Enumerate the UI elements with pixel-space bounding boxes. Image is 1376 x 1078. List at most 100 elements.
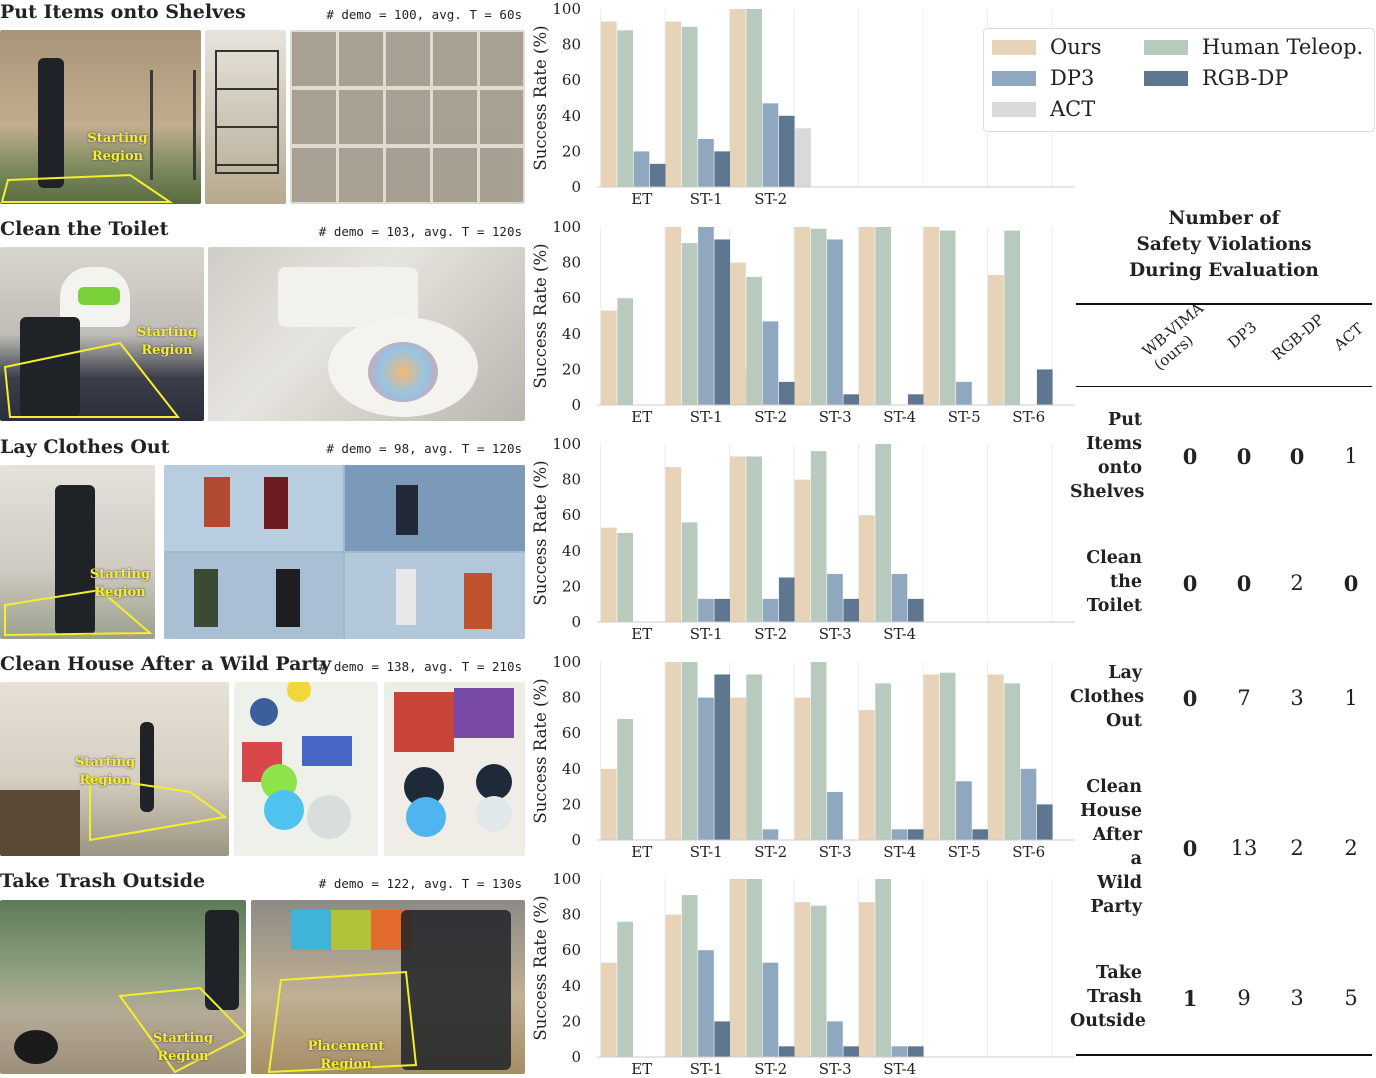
table-cell: 0 [1236,444,1252,469]
bar [956,781,972,840]
bar [665,467,682,622]
task-title: Clean House After a Wild Party [0,653,332,675]
title-line: Number of [1168,208,1280,229]
task-title: Lay Clothes Out [0,436,170,458]
bar [601,962,617,1057]
bar [762,598,779,622]
x-tick-label: ET [631,1060,652,1078]
bar [649,163,666,187]
bar [810,662,827,840]
region-label: Placement Region [307,1039,385,1072]
region-label: Starting Region [87,131,148,164]
bar [1020,768,1037,840]
y-axis-label: Success Rate (%) [531,25,550,170]
table-cell: 0 [1182,836,1198,861]
y-tick-label: 20 [562,577,581,595]
bar [778,1046,795,1057]
photo-shelf-sequence [290,30,525,204]
bar [730,456,746,622]
x-tick-label: ST-1 [690,843,723,861]
bar [827,239,843,405]
y-tick-label: 80 [562,689,581,707]
task-title: Take Trash Outside [0,870,206,892]
y-tick-label: 40 [562,325,581,343]
x-tick-label: ST-3 [819,1060,852,1078]
table-cell: 1 [1344,444,1358,468]
table-cell: 0 [1182,444,1198,469]
x-tick-label: ST-6 [1012,843,1045,861]
bar [730,697,746,840]
y-tick-label: 40 [562,760,581,778]
x-tick-label: ST-4 [883,408,916,426]
column-header: WB-VIMA (ours) [1138,299,1207,374]
photo-toilet-robot: Starting Region [0,247,204,421]
bar [923,674,940,840]
bar [794,902,811,1057]
bar [762,103,779,187]
bar [746,674,762,840]
y-tick-label: 80 [562,906,581,924]
row-label: Clean the Toilet [1086,548,1142,616]
table-cell: 3 [1290,986,1304,1010]
task-meta: # demo = 98, avg. T = 120s [326,441,522,456]
bar [907,394,924,405]
bar [827,791,843,840]
table-cell: 0 [1343,571,1359,596]
legend-swatch [992,40,1036,55]
y-axis-label: Success Rate (%) [531,678,550,823]
table-cell: 1 [1182,986,1198,1011]
title-line: During Evaluation [1129,260,1319,281]
row-label: Clean House After a Wild Party [1080,777,1142,917]
y-axis-label: Success Rate (%) [531,243,550,388]
bar [617,30,633,187]
x-tick-label: ST-1 [690,190,723,208]
y-tick-label: 100 [552,435,581,453]
x-tick-label: ST-1 [690,408,723,426]
bar [956,381,972,405]
x-tick-label: ET [631,190,652,208]
bar [665,227,682,405]
table-cell: 0 [1182,686,1198,711]
bar [665,914,682,1057]
x-tick-label: ST-6 [1012,408,1045,426]
bar [875,879,891,1057]
bar [698,697,714,840]
bar [875,683,891,840]
bar [907,829,924,840]
x-tick-label: ST-5 [948,843,981,861]
bar [778,381,795,405]
bar [1036,804,1053,840]
y-tick-label: 40 [562,542,581,560]
photo-party-room: Starting Region [0,682,229,856]
y-tick-label: 80 [562,471,581,489]
bar [698,138,714,187]
bar [698,950,714,1057]
bar [939,672,956,840]
table-bottom-rule [1076,1054,1372,1056]
x-tick-label: ST-1 [690,1060,723,1078]
bar [794,697,811,840]
bar [795,128,811,187]
table-cell: 0 [1289,444,1305,469]
y-axis-label: Success Rate (%) [531,460,550,605]
bar [714,674,731,840]
bar [730,262,746,405]
y-tick-label: 40 [562,977,581,995]
region-label: Starting Region [152,1031,214,1064]
bar [827,573,843,622]
region-label: Starting Region [136,325,198,358]
table-cell: 3 [1290,686,1304,710]
table-cell: 2 [1344,836,1358,860]
x-tick-label: ST-4 [883,1060,916,1078]
bar [875,444,891,622]
y-tick-label: 60 [562,289,581,307]
photo-shelf [205,30,286,204]
photo-closet-views [164,465,525,639]
bar [939,230,956,405]
photo-party-table-1 [234,682,378,856]
bar [891,829,908,840]
